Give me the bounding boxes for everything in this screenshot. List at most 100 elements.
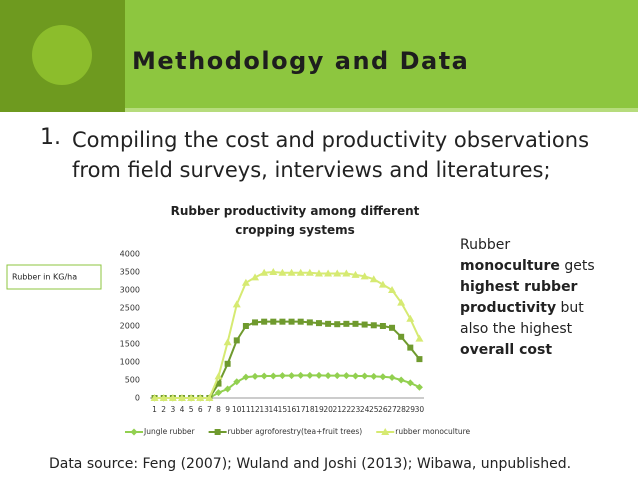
y-tick-label: 3000 bbox=[120, 286, 140, 295]
marker bbox=[370, 322, 377, 329]
series-line bbox=[154, 320, 421, 399]
marker bbox=[278, 372, 286, 380]
marker bbox=[215, 380, 222, 387]
marker bbox=[278, 268, 287, 276]
x-tick-label: 12 bbox=[250, 405, 260, 414]
marker bbox=[352, 372, 359, 380]
marker bbox=[297, 371, 305, 379]
marker bbox=[324, 372, 332, 380]
marker bbox=[378, 280, 387, 288]
y-tick-label: 500 bbox=[125, 376, 140, 385]
marker bbox=[334, 321, 341, 328]
marker bbox=[297, 318, 304, 325]
series-line bbox=[154, 270, 421, 399]
marker bbox=[177, 394, 186, 401]
x-tick-label: 20 bbox=[323, 405, 333, 414]
title-rule bbox=[125, 108, 638, 112]
annotation-run: monoculture bbox=[460, 258, 560, 274]
x-tick-label: 9 bbox=[225, 405, 230, 414]
marker bbox=[279, 318, 286, 325]
marker bbox=[260, 268, 269, 276]
marker bbox=[360, 272, 369, 280]
marker bbox=[398, 333, 405, 340]
marker bbox=[406, 379, 414, 387]
marker bbox=[223, 338, 232, 346]
marker bbox=[261, 318, 268, 325]
marker bbox=[379, 323, 386, 329]
marker bbox=[325, 320, 332, 327]
x-tick-label: 24 bbox=[360, 405, 370, 414]
marker bbox=[233, 337, 240, 344]
marker bbox=[159, 394, 168, 401]
marker bbox=[224, 385, 232, 393]
series-line bbox=[154, 374, 420, 399]
marker bbox=[388, 286, 397, 293]
marker bbox=[361, 372, 369, 380]
chart-title: Rubber productivity among different crop… bbox=[170, 204, 420, 237]
x-tick-label: 28 bbox=[396, 405, 406, 414]
y-label-box bbox=[6, 264, 102, 290]
marker bbox=[224, 360, 231, 367]
x-tick-label: 2 bbox=[161, 405, 166, 414]
marker bbox=[315, 320, 322, 327]
annotation-run: but also the highest bbox=[460, 300, 584, 337]
marker bbox=[168, 394, 177, 401]
marker bbox=[333, 372, 341, 380]
marker bbox=[233, 378, 241, 386]
x-tick-label: 25 bbox=[369, 405, 379, 414]
marker bbox=[215, 389, 222, 397]
marker bbox=[306, 371, 314, 379]
x-tick-label: 7 bbox=[207, 405, 212, 414]
x-tick-label: 3 bbox=[170, 405, 175, 414]
y-tick-label: 4000 bbox=[120, 250, 140, 259]
marker bbox=[415, 383, 423, 391]
x-tick-label: 26 bbox=[378, 405, 388, 414]
marker bbox=[287, 268, 296, 276]
x-tick-label: 10 bbox=[232, 405, 242, 414]
y-tick-label: 1000 bbox=[120, 358, 140, 367]
title-band bbox=[125, 0, 638, 108]
marker bbox=[369, 275, 378, 283]
marker bbox=[252, 319, 259, 326]
y-tick-label: 1500 bbox=[120, 340, 140, 349]
marker bbox=[196, 394, 205, 401]
marker bbox=[416, 356, 423, 363]
marker bbox=[397, 376, 405, 384]
marker bbox=[397, 298, 406, 306]
marker bbox=[296, 268, 305, 276]
slide-title: Methodology and Data bbox=[132, 47, 469, 75]
x-tick-label: 14 bbox=[269, 405, 279, 414]
marker bbox=[389, 324, 396, 331]
marker bbox=[343, 320, 350, 327]
marker bbox=[130, 428, 138, 436]
marker bbox=[241, 278, 250, 286]
marker bbox=[288, 318, 295, 325]
legend-label: rubber monoculture bbox=[395, 427, 470, 436]
y-tick-label: 2000 bbox=[120, 322, 140, 331]
x-tick-label: 5 bbox=[189, 405, 194, 414]
marker bbox=[214, 429, 221, 435]
marker bbox=[381, 428, 390, 435]
marker bbox=[150, 394, 159, 401]
x-tick-label: 18 bbox=[305, 405, 315, 414]
marker bbox=[269, 372, 277, 380]
annotation-run: gets bbox=[559, 258, 595, 274]
marker bbox=[251, 372, 259, 380]
marker bbox=[342, 269, 351, 277]
marker bbox=[407, 344, 414, 351]
marker bbox=[379, 373, 387, 381]
source: Data source: Feng (2007); Wuland and Jos… bbox=[48, 456, 572, 472]
marker bbox=[251, 273, 260, 281]
annotation-run: overall cost bbox=[460, 342, 553, 358]
y-tick-label: 3500 bbox=[120, 268, 140, 277]
marker bbox=[352, 320, 359, 327]
marker bbox=[306, 319, 313, 326]
legend-label: rubber agroforestry(tea+fruit trees) bbox=[228, 427, 363, 436]
marker bbox=[314, 269, 323, 277]
marker bbox=[370, 372, 378, 380]
x-tick-label: 16 bbox=[287, 405, 297, 414]
annotation-run: Rubber bbox=[460, 237, 511, 253]
x-tick-label: 4 bbox=[180, 405, 185, 414]
marker bbox=[232, 300, 241, 308]
